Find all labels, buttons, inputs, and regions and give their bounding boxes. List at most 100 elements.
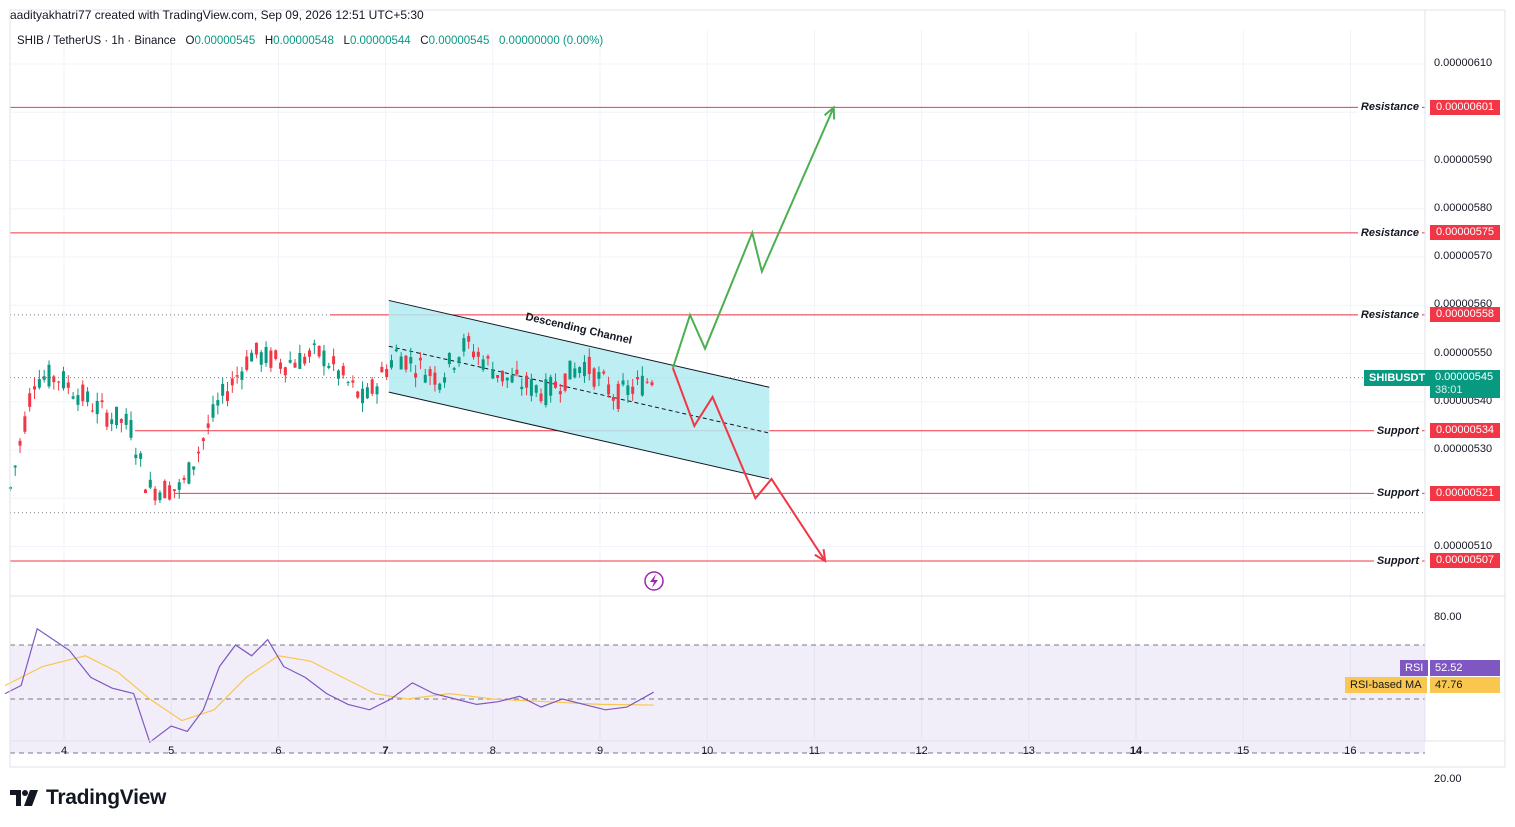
- time-axis-tick: 7: [382, 745, 389, 757]
- level-price-tag: 0.00000507: [1430, 553, 1500, 569]
- candle-body: [365, 387, 369, 399]
- candle-body: [201, 438, 205, 442]
- candle-body: [312, 343, 316, 346]
- chart-border: [9, 9, 1506, 768]
- candle-body: [491, 369, 495, 379]
- candle-body: [274, 350, 278, 359]
- candle-body: [283, 367, 287, 376]
- time-axis-tick: 13: [1022, 745, 1035, 757]
- tradingview-logo-icon: [10, 788, 40, 808]
- candle-body: [245, 356, 249, 370]
- rsi-legend-label: RSI: [1400, 660, 1429, 676]
- candle-body: [346, 381, 350, 383]
- level-price-tag: 0.00000575: [1430, 225, 1500, 241]
- level-label-support: Support: [1373, 423, 1422, 438]
- time-axis-tick: 16: [1344, 745, 1357, 757]
- lightning-bolt: [650, 574, 658, 588]
- candle-body: [13, 465, 17, 468]
- candle-body: [452, 368, 456, 370]
- candle-body: [534, 385, 538, 393]
- candle-body: [640, 375, 644, 396]
- candle-body: [529, 379, 533, 396]
- candle-body: [389, 360, 393, 368]
- rsi-axis-tick: 20.00: [1434, 773, 1462, 785]
- candle-body: [134, 454, 138, 459]
- candle-body: [57, 381, 61, 383]
- tradingview-wordmark: TradingView: [46, 786, 167, 809]
- candle-body: [621, 380, 625, 385]
- open-value: 0.00000545: [194, 35, 256, 47]
- level-lines: [10, 106, 1425, 562]
- candle-body: [47, 364, 51, 387]
- rsi-pane: [4, 627, 1425, 754]
- time-axis-tick: 10: [701, 745, 714, 757]
- candle-body: [361, 388, 365, 404]
- time-axis-tick: 6: [275, 745, 282, 757]
- candle-body: [172, 489, 176, 491]
- candle-body: [500, 370, 504, 382]
- candle-body: [602, 371, 606, 374]
- candle-body: [303, 356, 307, 364]
- candle-body: [510, 375, 514, 383]
- symbol-name: SHIB / TetherUS · 1h · Binance: [17, 35, 176, 47]
- candle-body: [206, 423, 210, 428]
- price-axis-tick: 0.00000510: [1434, 539, 1493, 552]
- candle-body: [486, 356, 490, 359]
- candle-body: [110, 419, 114, 425]
- candle-body: [168, 485, 172, 500]
- candle-body: [341, 365, 345, 376]
- level-label-support: Support: [1373, 486, 1422, 501]
- channel-lower-line: [388, 391, 770, 480]
- price-axis-tick: 0.00000570: [1434, 250, 1493, 262]
- symbol-legend[interactable]: SHIB / TetherUS · 1h · Binance O0.000005…: [17, 35, 603, 47]
- candle-body: [394, 349, 398, 352]
- candle-body: [269, 350, 273, 368]
- candlesticks: [8, 332, 654, 506]
- candle-body: [592, 368, 596, 387]
- low-label: L: [343, 35, 350, 47]
- candle-body: [457, 357, 461, 363]
- author-line: aadityakhatri77 created with TradingView…: [10, 8, 424, 22]
- low-value: 0.00000544: [349, 35, 411, 47]
- candle-body: [105, 412, 109, 427]
- candle-body: [187, 462, 191, 484]
- lightning-icon[interactable]: [644, 571, 664, 591]
- candle-body: [375, 386, 379, 395]
- level-label-resistance: Resistance: [1357, 307, 1422, 322]
- candle-body: [438, 383, 442, 390]
- tradingview-logo[interactable]: TradingView: [10, 786, 166, 810]
- time-axis-tick: 15: [1237, 745, 1250, 757]
- close-value: 0.00000545: [428, 35, 490, 47]
- level-label-resistance: Resistance: [1357, 100, 1422, 115]
- candle-body: [153, 488, 157, 501]
- level-price-tag: 0.00000534: [1430, 423, 1500, 439]
- candle-body: [90, 410, 94, 412]
- candle-body: [433, 372, 437, 385]
- candle-body: [351, 380, 355, 383]
- price-axis-tick: 0.00000550: [1434, 346, 1493, 359]
- candle-body: [33, 386, 37, 390]
- candle-body: [447, 353, 451, 365]
- candle-body: [100, 400, 104, 403]
- candle-body: [558, 391, 562, 395]
- candle-body: [505, 377, 509, 381]
- candle-body: [611, 397, 615, 401]
- candle-body: [139, 453, 143, 459]
- candle-body: [71, 396, 75, 399]
- candle-body: [192, 466, 196, 470]
- candle-body: [86, 391, 90, 403]
- candle-body: [254, 342, 258, 355]
- candle-body: [525, 375, 529, 388]
- candle-body: [279, 362, 283, 369]
- candle-body: [636, 377, 640, 380]
- candle-body: [568, 360, 572, 380]
- candle-body: [626, 385, 630, 395]
- candle-body: [607, 384, 611, 395]
- price-axis-tick: 0.00000590: [1434, 153, 1493, 166]
- candle-body: [520, 386, 524, 390]
- time-axis-tick: 9: [596, 745, 604, 757]
- rsi-line: [4, 627, 654, 744]
- candle-body: [317, 346, 321, 357]
- candle-body: [563, 373, 567, 391]
